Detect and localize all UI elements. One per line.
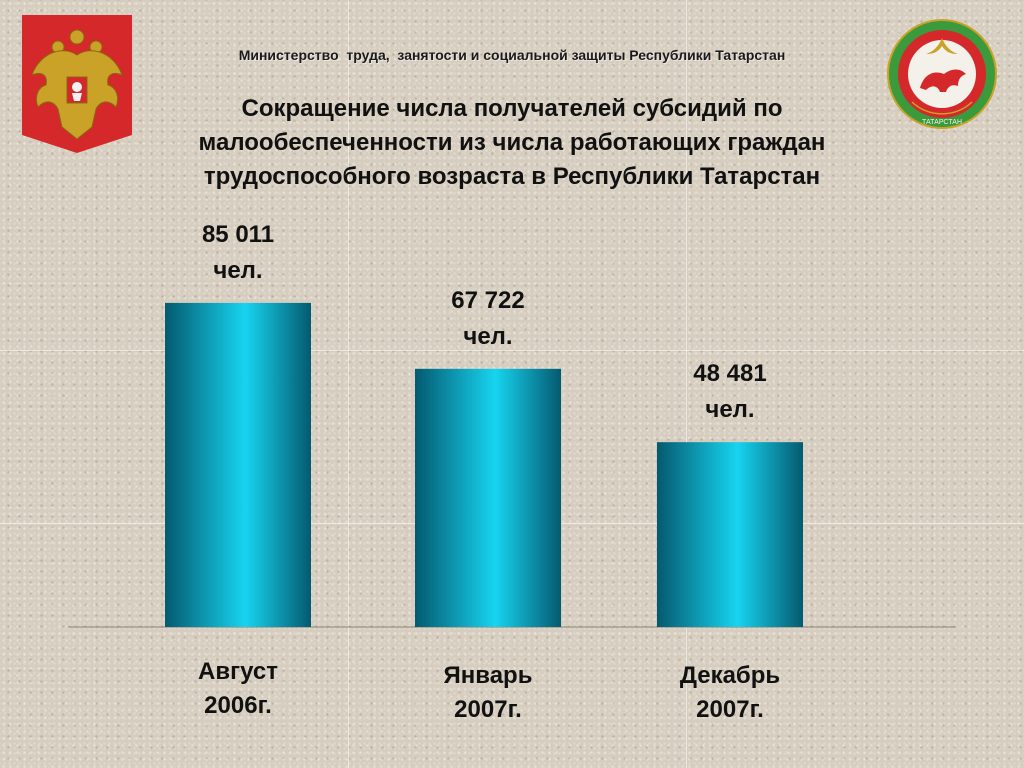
bar-value-label: 67 722 чел. [408, 283, 568, 355]
slide-title: Сокращение числа получателей субсидий по… [120, 92, 904, 194]
category-month: Август [198, 658, 278, 685]
bar-value-unit: чел. [705, 396, 755, 424]
gridline-horizontal [0, 350, 1024, 351]
gridline-vertical [686, 0, 687, 768]
category-year: 2006г. [204, 692, 272, 719]
title-line-1: Сокращение числа получателей субсидий по [241, 95, 783, 122]
bar [415, 368, 561, 627]
title-line-2: малообеспеченности из числа работающих г… [198, 129, 826, 156]
bar-value-unit: чел. [463, 322, 513, 350]
category-year: 2007г. [454, 696, 522, 723]
bar-value-number: 67 722 [451, 286, 525, 314]
category-month: Январь [443, 662, 533, 689]
ministry-name: Министерство труда, занятости и социальн… [238, 47, 786, 63]
bar-value-label: 85 011 чел. [158, 217, 318, 289]
category-label: Январь 2007г. [388, 659, 588, 727]
bar [657, 442, 803, 627]
category-year: 2007г. [696, 696, 764, 723]
russian-coat-of-arms-icon [22, 15, 132, 153]
title-line-3: трудоспособного возраста в Республики Та… [203, 163, 821, 190]
bar-value-unit: чел. [213, 256, 263, 284]
category-label: Август 2006г. [138, 655, 338, 723]
tatarstan-coat-of-arms-icon: ТАТАРСТАН [887, 19, 997, 129]
category-label: Декабрь 2007г. [630, 659, 830, 727]
gridline-vertical [348, 0, 349, 768]
bar [165, 302, 311, 627]
tatarstan-emblem-text: ТАТАРСТАН [922, 119, 962, 126]
bar-value-label: 48 481 чел. [650, 356, 810, 428]
bar-value-number: 85 011 [201, 220, 275, 248]
bar-value-number: 48 481 [693, 360, 767, 388]
category-month: Декабрь [679, 662, 781, 689]
